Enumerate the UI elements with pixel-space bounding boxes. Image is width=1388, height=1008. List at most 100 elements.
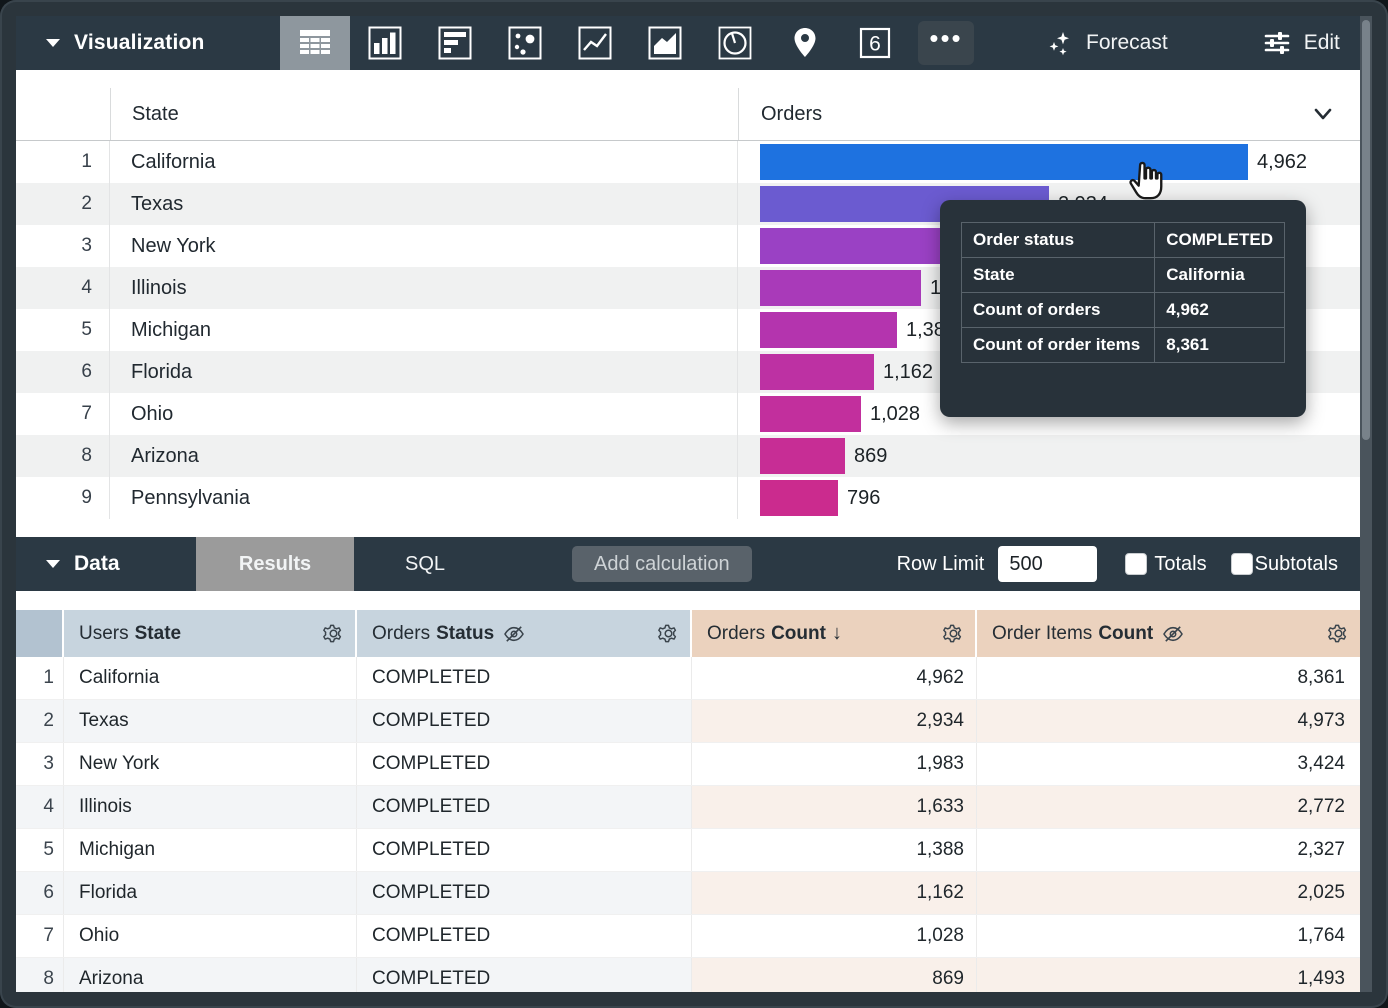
cell-users-state[interactable]: Arizona — [64, 958, 357, 992]
vertical-scrollbar[interactable] — [1360, 16, 1372, 992]
viz-type-single-value-button[interactable]: 6 — [840, 16, 910, 70]
orders-bar[interactable] — [760, 480, 838, 516]
tooltip-label: Count of orders — [960, 292, 1156, 328]
totals-checkbox-group[interactable]: Totals — [1125, 552, 1207, 576]
cell-orders-count[interactable]: 4,962 — [692, 657, 977, 699]
viz-state-cell: California — [110, 141, 738, 183]
pie-chart-icon — [718, 26, 752, 60]
row-limit-input[interactable] — [998, 546, 1098, 582]
subtotals-label: Subtotals — [1254, 552, 1338, 575]
column-header-orders-status[interactable]: Orders Status — [357, 610, 692, 657]
cell-orders-status[interactable]: COMPLETED — [357, 958, 692, 992]
column-header-users-state[interactable]: Users State — [64, 610, 357, 657]
orders-bar[interactable] — [760, 270, 921, 306]
cell-order-items-count[interactable]: 8,361 — [1297, 667, 1345, 688]
row-number: 3 — [16, 743, 64, 785]
cell-orders-status[interactable]: COMPLETED — [357, 786, 692, 828]
cell-orders-count[interactable]: 1,388 — [692, 829, 977, 871]
cell-orders-count[interactable]: 2,934 — [692, 700, 977, 742]
subtotals-checkbox-group[interactable]: Subtotals — [1230, 552, 1338, 576]
cell-order-items-count[interactable]: 2,772 — [977, 786, 1360, 828]
add-calculation-button[interactable]: Add calculation — [572, 546, 752, 582]
cell-orders-count[interactable]: 1,633 — [692, 786, 977, 828]
data-section-toggle[interactable]: Data — [16, 552, 196, 576]
column-header-orders-count[interactable]: Orders Count ↓ — [692, 610, 977, 657]
table-row: 4 Illinois COMPLETED 1,633 2,772 — [16, 786, 1360, 829]
collapse-arrow-icon — [46, 39, 60, 47]
cell-users-state[interactable]: Illinois — [64, 786, 357, 828]
cell-orders-count[interactable]: 869 — [692, 958, 977, 992]
cell-orders-status[interactable]: COMPLETED — [357, 915, 692, 957]
cell-orders-status[interactable]: COMPLETED — [357, 700, 692, 742]
cell-users-state[interactable]: Ohio — [64, 915, 357, 957]
viz-table-header: State Orders — [16, 88, 1360, 141]
orders-bar[interactable] — [760, 354, 874, 390]
cell-users-state[interactable]: Florida — [64, 872, 357, 914]
orders-bar[interactable] — [760, 228, 955, 264]
gear-icon[interactable] — [657, 622, 680, 645]
viz-orders-column-header[interactable]: Orders — [739, 88, 1360, 140]
header-field: State — [134, 622, 182, 644]
orders-bar[interactable] — [760, 396, 861, 432]
viz-type-line-button[interactable] — [560, 16, 630, 70]
cell-orders-status[interactable]: COMPLETED — [357, 743, 692, 785]
cell-orders-count[interactable]: 1,028 — [692, 915, 977, 957]
cell-order-items-count[interactable]: 4,973 — [977, 700, 1360, 742]
tooltip-value: California — [1154, 257, 1285, 293]
scrollbar-thumb[interactable] — [1362, 20, 1370, 440]
cell-orders-status[interactable]: COMPLETED — [357, 872, 692, 914]
viz-type-table-button[interactable] — [280, 16, 350, 70]
bar-value-label: 1,162 — [883, 360, 934, 383]
visualization-section-toggle[interactable]: Visualization — [16, 31, 280, 55]
cell-order-items-count[interactable]: 3,424 — [1297, 753, 1345, 774]
viz-type-scatter-button[interactable] — [490, 16, 560, 70]
orders-bar[interactable] — [760, 144, 1248, 180]
orders-bar[interactable] — [760, 312, 897, 348]
viz-state-cell: Ohio — [110, 393, 738, 435]
gear-icon[interactable] — [942, 622, 965, 645]
cell-order-items-count[interactable]: 1,493 — [977, 958, 1360, 992]
viz-state-column-header[interactable]: State — [111, 88, 739, 140]
viz-type-column-button[interactable] — [350, 16, 420, 70]
gear-icon[interactable] — [322, 622, 345, 645]
orders-bar[interactable] — [760, 438, 845, 474]
viz-type-pie-button[interactable] — [700, 16, 770, 70]
viz-type-map-button[interactable] — [770, 16, 840, 70]
cell-order-items-count[interactable]: 1,764 — [1297, 925, 1345, 946]
edit-button[interactable]: Edit — [1262, 29, 1340, 57]
tab-sql[interactable]: SQL — [354, 537, 496, 591]
tooltip-value: 8,361 — [1154, 327, 1285, 363]
edit-settings-icon — [1264, 32, 1290, 54]
column-header-order-items-count[interactable]: Order Items Count — [977, 610, 1360, 657]
cell-orders-status[interactable]: COMPLETED — [357, 829, 692, 871]
cell-orders-status[interactable]: COMPLETED — [357, 657, 692, 699]
viz-state-cell: Pennsylvania — [110, 477, 738, 519]
table-row: 6 Florida COMPLETED 1,162 2,025 — [16, 872, 1360, 915]
cell-users-state[interactable]: Texas — [64, 700, 357, 742]
viz-type-bar-button[interactable] — [420, 16, 490, 70]
tab-results[interactable]: Results — [196, 537, 354, 591]
viz-state-cell: Texas — [110, 183, 738, 225]
visualization-toolbar: Visualization — [16, 16, 1360, 70]
viz-row-number: 9 — [16, 477, 110, 519]
totals-label: Totals — [1154, 552, 1207, 575]
cell-order-items-count[interactable]: 2,025 — [977, 872, 1360, 914]
forecast-button[interactable]: Forecast — [1046, 29, 1168, 57]
cell-order-items-count[interactable]: 2,327 — [1297, 839, 1345, 860]
cell-users-state[interactable]: New York — [64, 743, 357, 785]
totals-checkbox[interactable] — [1125, 553, 1148, 575]
gear-icon[interactable] — [1327, 622, 1350, 645]
cell-orders-count[interactable]: 1,983 — [692, 743, 977, 785]
tooltip-label: Order status — [960, 222, 1156, 258]
subtotals-checkbox[interactable] — [1230, 553, 1253, 575]
chevron-down-icon[interactable] — [1312, 104, 1334, 124]
tooltip-row: State California — [960, 257, 1285, 293]
viz-row-number-header — [16, 88, 111, 140]
sort-desc-icon[interactable]: ↓ — [831, 622, 842, 644]
viz-type-area-button[interactable] — [630, 16, 700, 70]
cell-users-state[interactable]: Michigan — [64, 829, 357, 871]
cell-orders-count[interactable]: 1,162 — [692, 872, 977, 914]
more-viz-types-button[interactable]: ••• — [918, 21, 974, 65]
cell-users-state[interactable]: California — [64, 657, 357, 699]
viz-state-cell: Michigan — [110, 309, 738, 351]
